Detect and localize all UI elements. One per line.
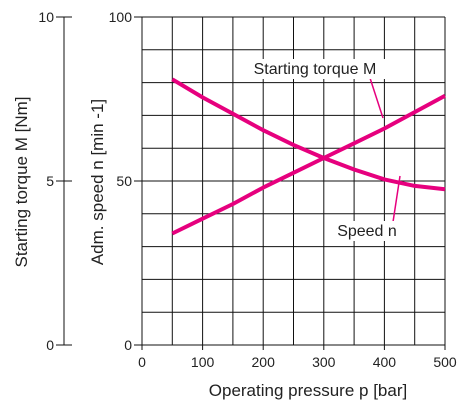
series-lines bbox=[171, 77, 446, 236]
y-tick-label: 50 bbox=[116, 173, 132, 189]
torque-tick-label: 5 bbox=[46, 173, 54, 189]
series-line-starting-torque-m bbox=[171, 93, 446, 236]
x-axis-title: Operating pressure p [bar] bbox=[209, 381, 407, 400]
x-tick-label: 300 bbox=[312, 354, 336, 370]
series-line-speed-n bbox=[171, 77, 446, 192]
y-tick-label: 0 bbox=[124, 337, 132, 353]
annotations: Starting torque M Speed n bbox=[235, 59, 403, 241]
x-tick-label: 400 bbox=[373, 354, 397, 370]
x-tick-label: 500 bbox=[433, 354, 457, 370]
y-axis-title-speed: Adm. speed n [min -1] bbox=[88, 99, 107, 265]
annotation-speed-n: Speed n bbox=[337, 223, 397, 240]
annotation-leader-starting-torque-m bbox=[369, 77, 384, 119]
x-tick-label: 200 bbox=[252, 354, 276, 370]
torque-tick-label: 0 bbox=[46, 337, 54, 353]
x-tick-label: 0 bbox=[138, 354, 146, 370]
annotation-leader-speed-n bbox=[392, 175, 401, 223]
annotation-starting-torque-m: Starting torque M bbox=[254, 61, 377, 78]
annotation-bg-starting-torque-m bbox=[235, 59, 395, 79]
y-axis-title-torque: Starting torque M [Nm] bbox=[12, 96, 31, 267]
annotation-bg-speed-n bbox=[331, 221, 403, 241]
torque-tick-label: 10 bbox=[38, 9, 54, 25]
y-tick-label: 100 bbox=[109, 9, 133, 25]
x-tick-label: 100 bbox=[191, 354, 215, 370]
